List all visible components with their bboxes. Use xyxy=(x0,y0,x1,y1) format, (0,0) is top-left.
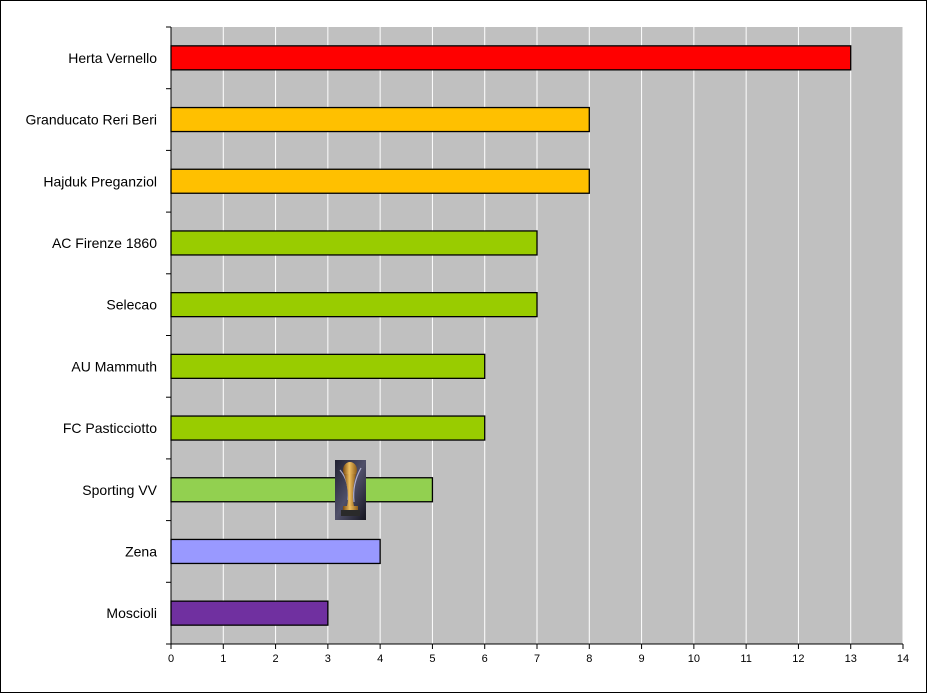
x-tick-label: 11 xyxy=(740,653,751,665)
axes xyxy=(166,26,904,649)
category-label: Zena xyxy=(125,543,157,559)
bar xyxy=(170,477,434,503)
category-label: Hajduk Preganziol xyxy=(43,173,157,189)
category-label: AU Mammuth xyxy=(71,358,157,374)
x-tick-label: 1 xyxy=(220,653,226,665)
x-tick-label: 9 xyxy=(639,653,645,665)
bar xyxy=(170,168,590,194)
category-label: Sporting VV xyxy=(82,482,157,498)
bars xyxy=(170,45,852,626)
x-tick-label: 6 xyxy=(482,653,488,665)
x-tick-label: 12 xyxy=(792,653,804,665)
bar xyxy=(170,415,486,441)
x-tick-label: 5 xyxy=(429,653,435,665)
x-tick-label: 0 xyxy=(168,653,174,665)
x-tick-label: 14 xyxy=(897,653,909,665)
x-tick-label: 7 xyxy=(534,653,540,665)
x-tick-label: 10 xyxy=(688,653,700,665)
bar xyxy=(170,106,590,133)
x-tick-label: 8 xyxy=(586,653,592,665)
x-tick-label: 2 xyxy=(273,653,279,665)
category-label: Selecao xyxy=(106,297,157,313)
x-tick-label: 13 xyxy=(845,653,857,665)
bar xyxy=(170,600,329,626)
x-tick-label: 4 xyxy=(377,653,383,665)
bar xyxy=(170,45,852,71)
category-label: Granducato Reri Beri xyxy=(25,112,157,128)
trophy-icon xyxy=(335,460,366,520)
category-label: Moscioli xyxy=(106,605,157,621)
category-label: Herta Vernello xyxy=(68,50,157,66)
x-tick-labels: 0 1 2 3 4 5 6 7 8 9 10 11 12 13 14 xyxy=(168,653,909,665)
category-labels: Herta Vernello Granducato Reri Beri Hajduk… xyxy=(25,50,157,621)
category-label: AC Firenze 1860 xyxy=(52,235,157,251)
bar xyxy=(170,291,538,318)
bar xyxy=(170,538,381,565)
bar xyxy=(170,353,486,380)
x-tick-label: 3 xyxy=(325,653,331,665)
category-label: FC Pasticciotto xyxy=(63,420,157,436)
bar xyxy=(170,230,538,256)
